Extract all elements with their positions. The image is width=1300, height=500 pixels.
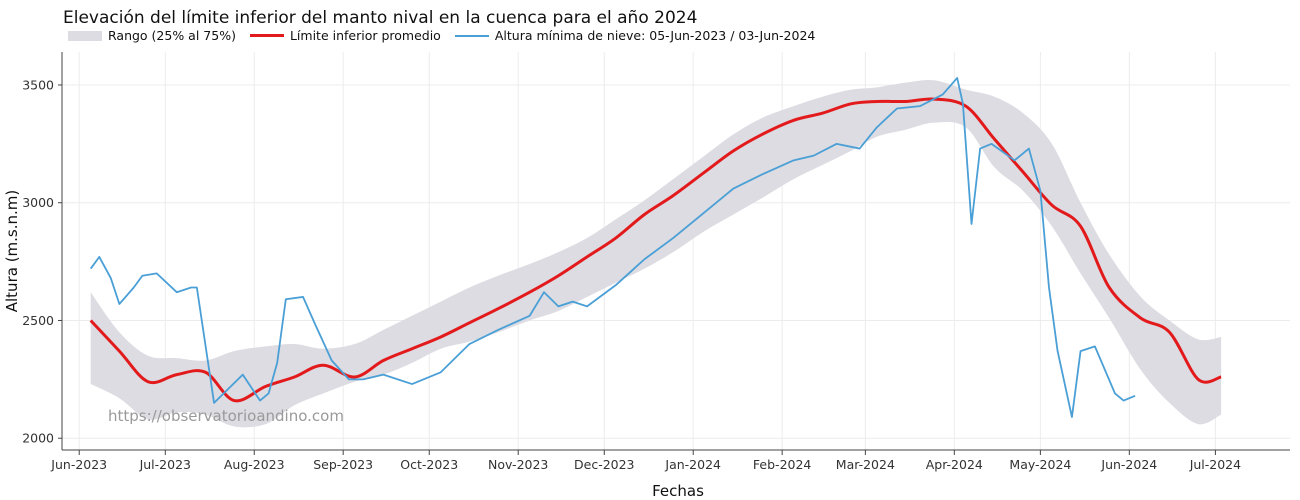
x-tick-label: Jun-2023 bbox=[50, 457, 107, 472]
x-tick-label: Oct-2023 bbox=[400, 457, 458, 472]
x-tick-label: Jun-2024 bbox=[1100, 457, 1157, 472]
y-axis-title: Altura (m.s.n.m) bbox=[3, 190, 21, 313]
legend-item-band[interactable]: Rango (25% al 75%) bbox=[68, 28, 236, 43]
x-tick-label: Aug-2023 bbox=[224, 457, 285, 472]
series-band-range bbox=[90, 79, 1222, 428]
line-layer bbox=[89, 77, 1222, 418]
legend-item-mean[interactable]: Límite inferior promedio bbox=[249, 28, 441, 43]
x-tick-label: Mar-2024 bbox=[836, 457, 895, 472]
legend-item-observed[interactable]: Altura mínima de nieve: 05-Jun-2023 / 03… bbox=[454, 28, 816, 43]
x-tick-label: Jul-2023 bbox=[139, 457, 191, 472]
legend-label-observed: Altura mínima de nieve: 05-Jun-2023 / 03… bbox=[494, 28, 816, 43]
legend-swatch-mean bbox=[249, 34, 284, 37]
x-tick-label: Dec-2023 bbox=[574, 457, 635, 472]
x-tick-label: Sep-2023 bbox=[313, 457, 373, 472]
x-tick-label: May-2024 bbox=[1009, 457, 1071, 472]
watermark-text: https://observatorioandino.com bbox=[108, 407, 344, 425]
series-line-observed bbox=[89, 77, 1136, 418]
x-tick-label: Nov-2023 bbox=[488, 457, 548, 472]
legend-label-band: Rango (25% al 75%) bbox=[108, 28, 236, 43]
x-tick-label: Apr-2024 bbox=[926, 457, 983, 472]
chart-title: Elevación del límite inferior del manto … bbox=[63, 8, 698, 28]
axis-layer: 2000 2500 3000 3500 Jun-2023 Jul-2023 Aug-2023… bbox=[22, 52, 1290, 472]
x-tick-label: Feb-2024 bbox=[753, 457, 812, 472]
y-tick-label: 2000 bbox=[22, 431, 54, 446]
x-axis-title: Fechas bbox=[652, 482, 704, 500]
y-tick-label: 3500 bbox=[22, 77, 54, 92]
legend-swatch-band bbox=[68, 30, 102, 41]
x-tick-label: Jan-2024 bbox=[664, 457, 721, 472]
legend-swatch-observed bbox=[454, 34, 489, 37]
x-tick-label: Jul-2024 bbox=[1189, 457, 1241, 472]
legend-label-mean: Límite inferior promedio bbox=[289, 28, 441, 43]
y-tick-label: 2500 bbox=[22, 313, 54, 328]
band-layer bbox=[90, 79, 1222, 428]
y-tick-label: 3000 bbox=[22, 195, 54, 210]
legend: Rango (25% al 75%) Límite inferior prome… bbox=[68, 28, 829, 43]
